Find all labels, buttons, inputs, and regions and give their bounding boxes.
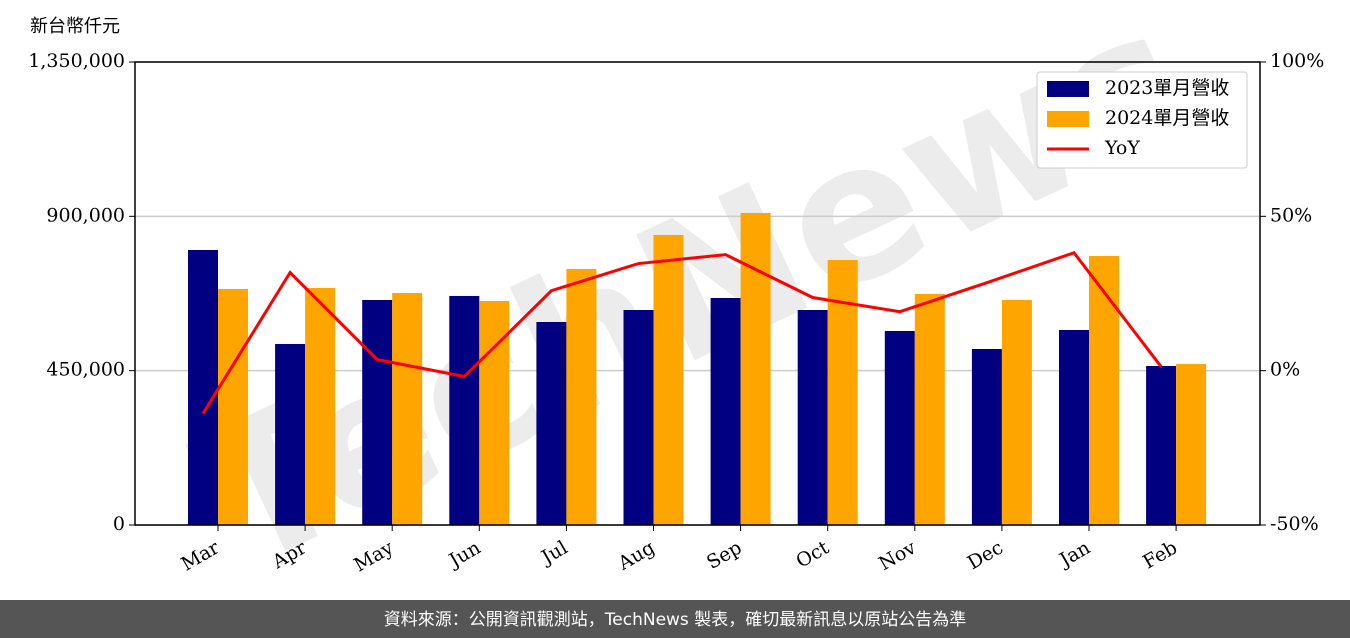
legend-label: 2024單月營收: [1105, 107, 1229, 129]
bar: [188, 249, 218, 525]
bar: [740, 212, 771, 525]
bar: [653, 234, 684, 525]
bar: [1176, 363, 1207, 525]
legend-box: [1036, 71, 1248, 169]
legend-swatch: [1047, 81, 1089, 97]
bar: [971, 348, 1002, 525]
x-tick-label: Nov: [875, 536, 920, 575]
bar: [1059, 329, 1089, 525]
legend-label: YoY: [1104, 137, 1140, 159]
bar: [536, 322, 567, 525]
y-tick-label: 0: [113, 513, 125, 535]
y2-tick-label: 100%: [1270, 50, 1324, 72]
plot-frame: [134, 61, 1261, 526]
y-tick-label: 900,000: [46, 204, 125, 226]
bar: [218, 288, 248, 525]
bar: [305, 287, 336, 525]
x-tick-label: Aug: [614, 537, 659, 576]
x-tick-label: Feb: [1139, 537, 1181, 574]
bar: [566, 268, 597, 525]
bar: [623, 309, 654, 525]
bar: [1146, 366, 1177, 525]
bar: [362, 299, 393, 525]
yoy-line: [201, 250, 1163, 415]
x-tick-label: Jun: [444, 537, 485, 573]
y-tick-label: 450,000: [46, 359, 125, 381]
legend-swatch: [1047, 111, 1089, 127]
x-tick-label: Jul: [536, 537, 571, 570]
bar: [449, 295, 480, 525]
bar: [710, 297, 741, 525]
bar: [1089, 255, 1119, 525]
bar: [884, 330, 915, 525]
y-axis-label: 新台幣仟元: [30, 16, 120, 37]
x-tick-label: Dec: [964, 537, 1007, 575]
y2-tick-label: 50%: [1270, 204, 1312, 226]
x-tick-label: Jan: [1054, 537, 1094, 573]
bar: [797, 309, 828, 525]
x-tick-label: Sep: [703, 537, 746, 574]
x-tick-label: Oct: [792, 536, 833, 572]
bar: [1001, 299, 1032, 525]
legend-label: 2023單月營收: [1105, 77, 1229, 99]
y2-tick-label: 0%: [1270, 359, 1300, 381]
x-tick-label: Mar: [177, 536, 223, 575]
bar: [392, 292, 423, 525]
y2-tick-label: -50%: [1270, 513, 1319, 535]
bar: [275, 343, 306, 525]
footer-bar: [0, 600, 1350, 638]
y-tick-label: 1,350,000: [28, 50, 125, 72]
bar: [914, 293, 945, 525]
footer: 資料來源：公開資訊觀測站，TechNews 製表，確切最新訊息以原站公告為準: [384, 610, 966, 630]
